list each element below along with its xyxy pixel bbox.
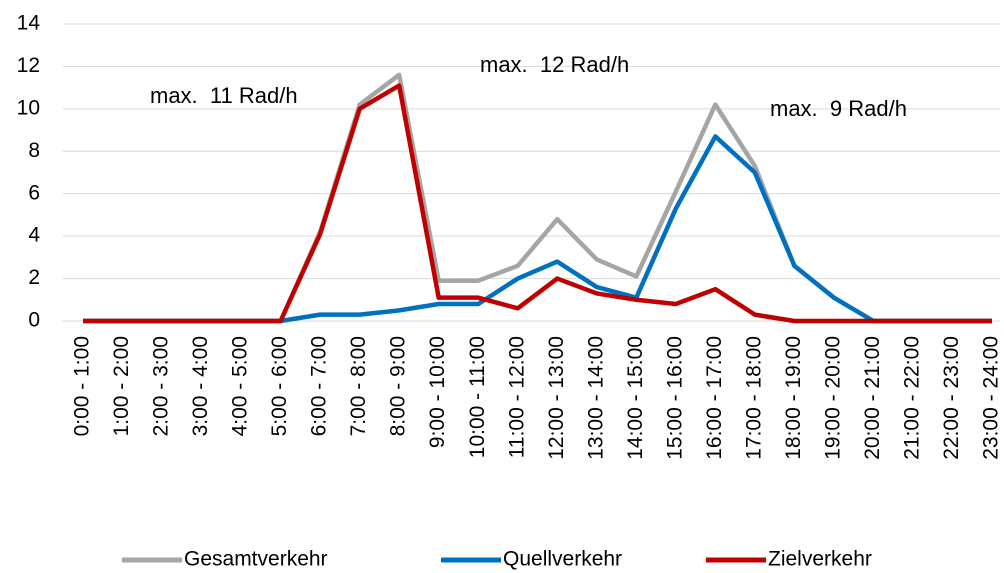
x-tick-label: 9:00 - 10:00	[426, 336, 449, 448]
y-tick-label: 0	[28, 309, 40, 332]
x-tick-label: 1:00 - 2:00	[110, 336, 133, 436]
x-tick-label: 0:00 - 1:00	[71, 336, 94, 436]
x-tick-label: 12:00 - 13:00	[545, 336, 568, 460]
x-tick-label: 14:00 - 15:00	[624, 336, 647, 460]
y-tick-label: 12	[17, 54, 40, 77]
x-tick-label: 22:00 - 23:00	[940, 336, 963, 460]
x-tick-label: 20:00 - 21:00	[861, 336, 884, 460]
x-tick-label: 8:00 - 9:00	[387, 336, 410, 436]
x-tick-label: 10:00 - 11:00	[466, 336, 489, 458]
y-tick-label: 2	[28, 266, 40, 289]
y-tick-label: 6	[28, 181, 40, 204]
x-tick-label: 2:00 - 3:00	[150, 336, 173, 436]
x-tick-label: 7:00 - 8:00	[347, 336, 370, 436]
x-tick-label: 15:00 - 16:00	[663, 336, 686, 460]
x-tick-label: 17:00 - 18:00	[742, 336, 765, 460]
x-tick-label: 5:00 - 6:00	[268, 336, 291, 436]
x-tick-label: 13:00 - 14:00	[584, 336, 607, 460]
x-tick-label: 4:00 - 5:00	[229, 336, 252, 436]
y-tick-label: 8	[28, 139, 40, 162]
series-line	[83, 83, 992, 324]
y-tick-label: 14	[17, 12, 41, 35]
y-tick-label: 4	[28, 224, 40, 247]
annotation: max. 11 Rad/h	[150, 83, 298, 108]
x-tick-label: 3:00 - 4:00	[189, 336, 212, 436]
annotation: max. 9 Rad/h	[770, 96, 907, 121]
x-tick-label: 6:00 - 7:00	[308, 336, 331, 436]
x-tick-label: 18:00 - 19:00	[782, 336, 805, 460]
x-tick-label: 11:00 - 12:00	[505, 336, 528, 458]
x-tick-label: 23:00 - 24:00	[980, 336, 1003, 460]
x-tick-label: 19:00 - 20:00	[821, 336, 844, 460]
y-tick-label: 10	[17, 96, 40, 119]
legend-label: Quellverkehr	[503, 548, 622, 571]
annotation: max. 12 Rad/h	[480, 52, 629, 77]
legend-label: Zielverkehr	[768, 548, 872, 571]
legend-label: Gesamtverkehr	[184, 548, 328, 571]
x-tick-label: 21:00 - 22:00	[901, 336, 924, 460]
x-tick-label: 16:00 - 17:00	[703, 336, 726, 460]
